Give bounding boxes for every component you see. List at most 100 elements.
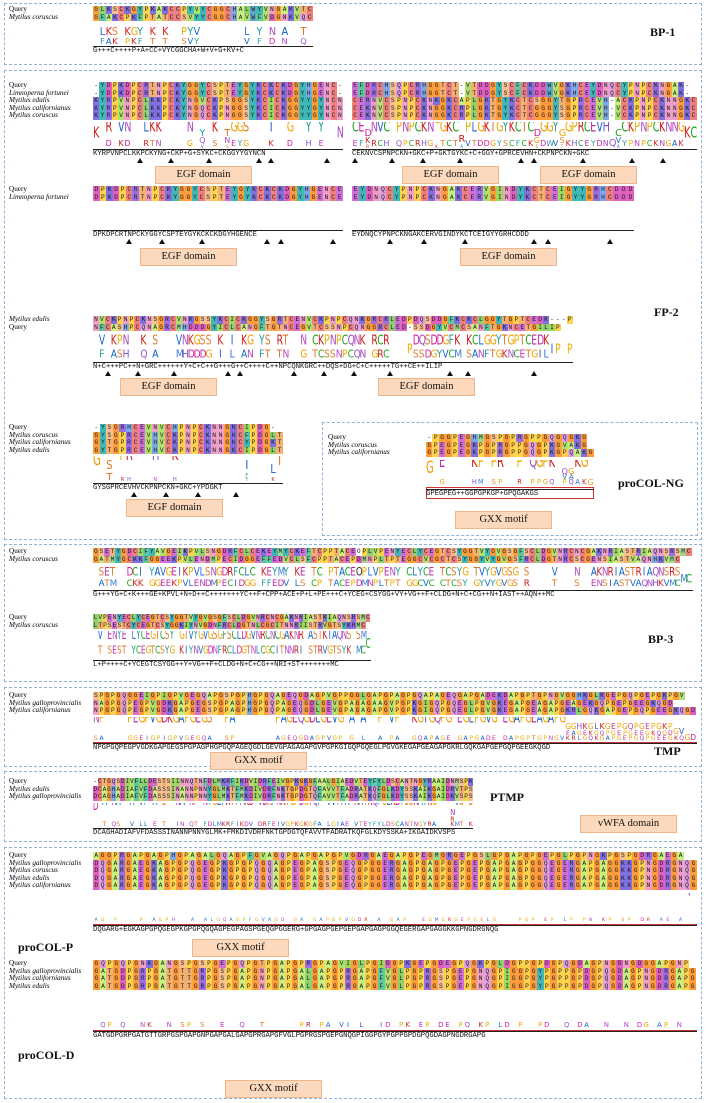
sequence-label: Query <box>9 777 27 785</box>
logo-column: RP <box>363 893 369 923</box>
logo-letter: A <box>463 734 468 741</box>
logo-column: AG <box>318 893 326 923</box>
logo-letter: A <box>418 803 423 822</box>
logo-column: PR <box>568 893 575 923</box>
logo-letter: K <box>221 820 226 827</box>
logo-letter: T <box>259 1021 265 1029</box>
logo-letter: A <box>377 918 381 923</box>
logo-letter: K <box>594 734 599 741</box>
logo-letter: G <box>427 139 434 148</box>
logo-letter: A <box>130 803 135 822</box>
logo-letter: R <box>568 893 575 919</box>
logo-letter: P <box>683 993 690 1029</box>
logo-letter: N <box>407 203 415 229</box>
logo-letter: D <box>93 803 99 815</box>
logo-column: N <box>435 203 443 229</box>
logo-letter: G <box>228 893 236 919</box>
logo-column: T <box>218 203 225 229</box>
logo-letter: G <box>195 734 201 741</box>
logo-letter: F <box>245 473 249 480</box>
logo-letter: S <box>512 578 519 589</box>
logo-letter: Y <box>502 122 509 136</box>
cysteine-marker <box>171 371 177 377</box>
logo-column: N <box>146 203 153 229</box>
logo-letter: N <box>210 565 217 580</box>
logo-letter: V <box>552 139 559 148</box>
logo-letter: C <box>386 203 393 229</box>
logo-letter: N <box>166 1021 172 1029</box>
logo-letter: N <box>112 631 118 643</box>
logo-letter: I <box>299 643 303 657</box>
logo-letter: G <box>530 993 537 1029</box>
logo-letter: G <box>587 477 594 486</box>
logo-letter: S <box>152 333 159 349</box>
gxx-motif-badge: GXX motif <box>192 939 289 957</box>
logo-column: PR <box>424 993 431 1029</box>
title-bp3: BP-3 <box>648 632 674 646</box>
logo-letter: G <box>165 565 173 580</box>
logo-letter: G <box>260 893 268 919</box>
logo-letter: P <box>156 734 161 741</box>
logo-column: G <box>192 993 199 1029</box>
logo-letter: G <box>130 26 139 39</box>
logo-letter: V <box>118 122 125 136</box>
logo-letter: G <box>193 333 201 349</box>
logo-letter: A <box>116 803 121 822</box>
sequence-label: Query <box>9 5 27 13</box>
logo-column: NS <box>404 803 409 827</box>
logo-column: KN <box>477 993 484 1029</box>
logo-letter: L <box>270 462 276 477</box>
logo-letter: N <box>284 643 290 657</box>
logo-letter: P <box>530 478 535 486</box>
egf-domain-badge: EGF domain <box>120 378 217 397</box>
logo-letter: T <box>525 348 532 362</box>
logo-letter: I <box>230 333 234 349</box>
logo-letter: A <box>319 918 323 923</box>
logo-column: PR <box>663 993 670 1029</box>
logo-column: A <box>156 23 163 45</box>
logo-letter: V <box>280 820 286 827</box>
logo-letter: G <box>558 127 567 139</box>
logo-letter: E <box>358 122 365 136</box>
logo-letter: T <box>150 643 156 657</box>
logo-letter: G <box>510 993 517 1029</box>
logo-letter: T <box>106 472 113 483</box>
logo-letter: L <box>217 803 222 822</box>
logo-column: ML <box>217 803 222 827</box>
logo-letter: G <box>440 734 446 741</box>
logo-letter: K <box>112 36 118 46</box>
logo-letter: A <box>618 565 625 580</box>
logo-letter: P <box>211 203 218 229</box>
cysteine-marker <box>255 158 262 163</box>
logo-letter: C <box>360 643 366 657</box>
logo-letter: A <box>360 717 367 728</box>
logo-letter: G <box>286 122 295 136</box>
logo-letter: S <box>663 565 670 580</box>
logo-column: LG <box>381 803 387 827</box>
logo-letter: N <box>224 135 231 145</box>
logo-letter: I <box>139 565 142 580</box>
logo-letter: G <box>643 1021 649 1029</box>
logo-column: GT <box>285 803 290 827</box>
